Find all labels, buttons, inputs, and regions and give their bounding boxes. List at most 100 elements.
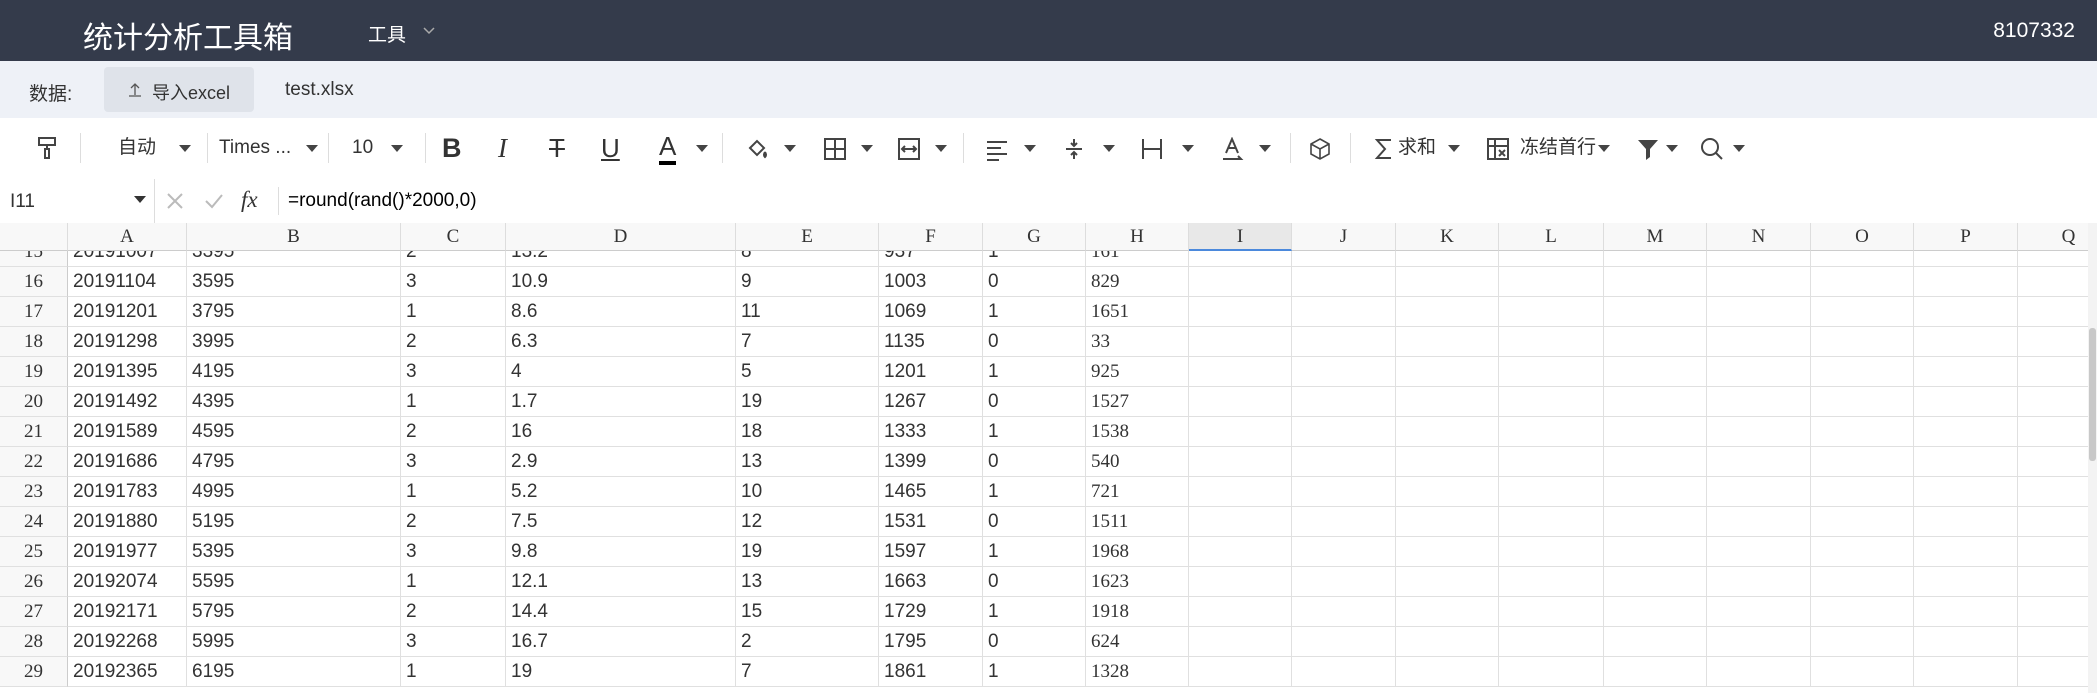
import-button[interactable]: 导入excel: [104, 67, 254, 112]
cell[interactable]: 5: [736, 357, 879, 387]
empty-cell[interactable]: [1499, 537, 1604, 567]
tools-menu[interactable]: 工具: [368, 25, 407, 46]
empty-cell[interactable]: [1396, 507, 1499, 537]
cell[interactable]: 12: [736, 507, 879, 537]
cell[interactable]: 2: [736, 627, 879, 657]
empty-cell[interactable]: [1499, 327, 1604, 357]
cell[interactable]: 9: [736, 267, 879, 297]
cell[interactable]: 1968: [1086, 537, 1189, 567]
cell[interactable]: 5195: [187, 507, 401, 537]
empty-cell[interactable]: [1189, 297, 1292, 327]
empty-cell[interactable]: [1914, 597, 2018, 627]
cell[interactable]: 1: [983, 237, 1086, 267]
empty-cell[interactable]: [1499, 567, 1604, 597]
column-header[interactable]: C: [401, 223, 506, 251]
cell[interactable]: 16.7: [506, 627, 736, 657]
formula-text[interactable]: =round(rand()*2000,0): [288, 190, 477, 211]
column-header[interactable]: K: [1396, 223, 1499, 251]
cell[interactable]: 3795: [187, 297, 401, 327]
empty-cell[interactable]: [1604, 537, 1707, 567]
empty-cell[interactable]: [1396, 657, 1499, 687]
empty-cell[interactable]: [2018, 327, 2088, 357]
empty-cell[interactable]: [1499, 387, 1604, 417]
cell[interactable]: 20192365: [68, 657, 187, 687]
empty-cell[interactable]: [1499, 507, 1604, 537]
cell[interactable]: 1135: [879, 327, 983, 357]
empty-cell[interactable]: [1499, 237, 1604, 267]
empty-cell[interactable]: [2018, 507, 2088, 537]
empty-cell[interactable]: [1604, 447, 1707, 477]
cell[interactable]: 1: [401, 477, 506, 507]
empty-cell[interactable]: [1914, 297, 2018, 327]
cell[interactable]: 6195: [187, 657, 401, 687]
empty-cell[interactable]: [1707, 477, 1811, 507]
empty-cell[interactable]: [1811, 567, 1914, 597]
cell[interactable]: 0: [983, 507, 1086, 537]
empty-cell[interactable]: [1707, 567, 1811, 597]
cell[interactable]: 0: [983, 447, 1086, 477]
empty-cell[interactable]: [1189, 477, 1292, 507]
empty-cell[interactable]: [1811, 237, 1914, 267]
cell[interactable]: 0: [983, 627, 1086, 657]
cell[interactable]: 5795: [187, 597, 401, 627]
cell[interactable]: 3: [401, 537, 506, 567]
empty-cell[interactable]: [1604, 417, 1707, 447]
cell[interactable]: 1: [401, 657, 506, 687]
empty-cell[interactable]: [1604, 507, 1707, 537]
cell[interactable]: 1.7: [506, 387, 736, 417]
cell[interactable]: 14.4: [506, 597, 736, 627]
empty-cell[interactable]: [1811, 627, 1914, 657]
cell[interactable]: 4395: [187, 387, 401, 417]
cell[interactable]: 925: [1086, 357, 1189, 387]
empty-cell[interactable]: [2018, 297, 2088, 327]
empty-cell[interactable]: [1811, 477, 1914, 507]
empty-cell[interactable]: [1396, 627, 1499, 657]
empty-cell[interactable]: [1396, 477, 1499, 507]
empty-cell[interactable]: [1604, 327, 1707, 357]
empty-cell[interactable]: [1811, 297, 1914, 327]
cell[interactable]: 1: [983, 657, 1086, 687]
empty-cell[interactable]: [1811, 417, 1914, 447]
cell[interactable]: 2: [401, 507, 506, 537]
empty-cell[interactable]: [2018, 567, 2088, 597]
empty-cell[interactable]: [1707, 357, 1811, 387]
cell[interactable]: 11: [736, 297, 879, 327]
empty-cell[interactable]: [2018, 387, 2088, 417]
column-header[interactable]: H: [1086, 223, 1189, 251]
empty-cell[interactable]: [1914, 267, 2018, 297]
cell[interactable]: 1795: [879, 627, 983, 657]
empty-cell[interactable]: [1189, 537, 1292, 567]
empty-cell[interactable]: [1604, 477, 1707, 507]
column-header[interactable]: O: [1811, 223, 1914, 251]
cell[interactable]: 1201: [879, 357, 983, 387]
column-header[interactable]: Q: [2018, 223, 2088, 251]
empty-cell[interactable]: [1396, 387, 1499, 417]
empty-cell[interactable]: [1499, 477, 1604, 507]
empty-cell[interactable]: [2018, 597, 2088, 627]
empty-cell[interactable]: [1914, 537, 2018, 567]
freeze-icon[interactable]: [1486, 137, 1510, 161]
cell[interactable]: 1069: [879, 297, 983, 327]
empty-cell[interactable]: [1292, 537, 1396, 567]
empty-cell[interactable]: [1811, 597, 1914, 627]
size-select[interactable]: 10: [352, 137, 374, 158]
empty-cell[interactable]: [1914, 657, 2018, 687]
cell[interactable]: 5995: [187, 627, 401, 657]
cell[interactable]: 2: [401, 417, 506, 447]
empty-cell[interactable]: [1292, 327, 1396, 357]
cell[interactable]: 0: [983, 327, 1086, 357]
cell[interactable]: 3: [401, 357, 506, 387]
cell[interactable]: 1651: [1086, 297, 1189, 327]
cell[interactable]: 3: [401, 267, 506, 297]
strike-button[interactable]: T: [549, 133, 565, 163]
cell[interactable]: 19: [736, 387, 879, 417]
empty-cell[interactable]: [1292, 597, 1396, 627]
text-wrap[interactable]: [1140, 137, 1164, 161]
empty-cell[interactable]: [1604, 357, 1707, 387]
empty-cell[interactable]: [1707, 387, 1811, 417]
cell[interactable]: 8.6: [506, 297, 736, 327]
empty-cell[interactable]: [1604, 267, 1707, 297]
cell[interactable]: 4: [506, 357, 736, 387]
empty-cell[interactable]: [1499, 447, 1604, 477]
bold-button[interactable]: B: [442, 133, 462, 163]
